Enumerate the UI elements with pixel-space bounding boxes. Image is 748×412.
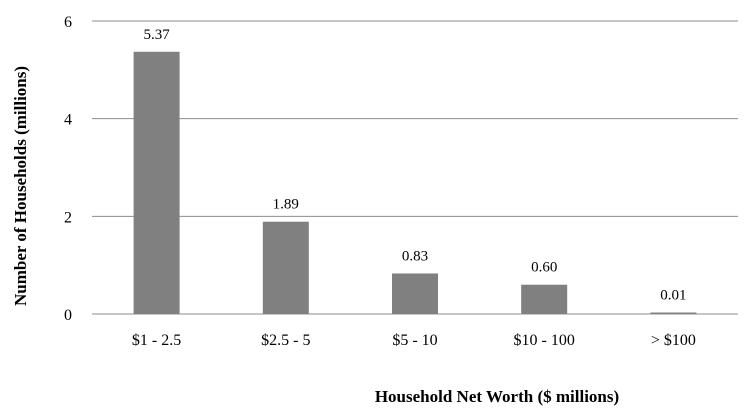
bar xyxy=(521,284,568,314)
data-labels: 5.37 1.89 0.83 0.60 0.01 xyxy=(143,27,686,304)
y-axis-title: Number of Households (millions) xyxy=(11,66,30,306)
y-tick-label: 2 xyxy=(64,209,72,226)
bar xyxy=(262,221,309,314)
data-label: 5.37 xyxy=(143,27,170,43)
x-tick-label: $5 - 10 xyxy=(392,332,437,349)
x-tick-labels: $1 - 2.5 $2.5 - 5 $5 - 10 $10 - 100 > $100 xyxy=(132,332,696,349)
bar xyxy=(392,273,438,314)
x-tick-label: > $100 xyxy=(651,332,696,349)
bars xyxy=(133,51,697,314)
x-tick-label: $2.5 - 5 xyxy=(261,332,310,349)
x-tick-label: $10 - 100 xyxy=(514,332,575,349)
y-tick-labels: 0 2 4 6 xyxy=(64,14,72,324)
y-tick-label: 0 xyxy=(64,307,72,324)
y-tick-label: 4 xyxy=(64,112,72,129)
data-label: 1.89 xyxy=(273,197,299,213)
y-tick-label: 6 xyxy=(64,14,72,31)
bar xyxy=(133,51,180,314)
x-tick-label: $1 - 2.5 xyxy=(132,332,181,349)
x-axis-title: Household Net Worth ($ millions) xyxy=(375,387,619,406)
gridlines xyxy=(92,20,738,315)
data-label: 0.83 xyxy=(402,248,428,264)
data-label: 0.01 xyxy=(660,288,686,304)
data-label: 0.60 xyxy=(531,260,557,276)
bar xyxy=(650,312,697,314)
